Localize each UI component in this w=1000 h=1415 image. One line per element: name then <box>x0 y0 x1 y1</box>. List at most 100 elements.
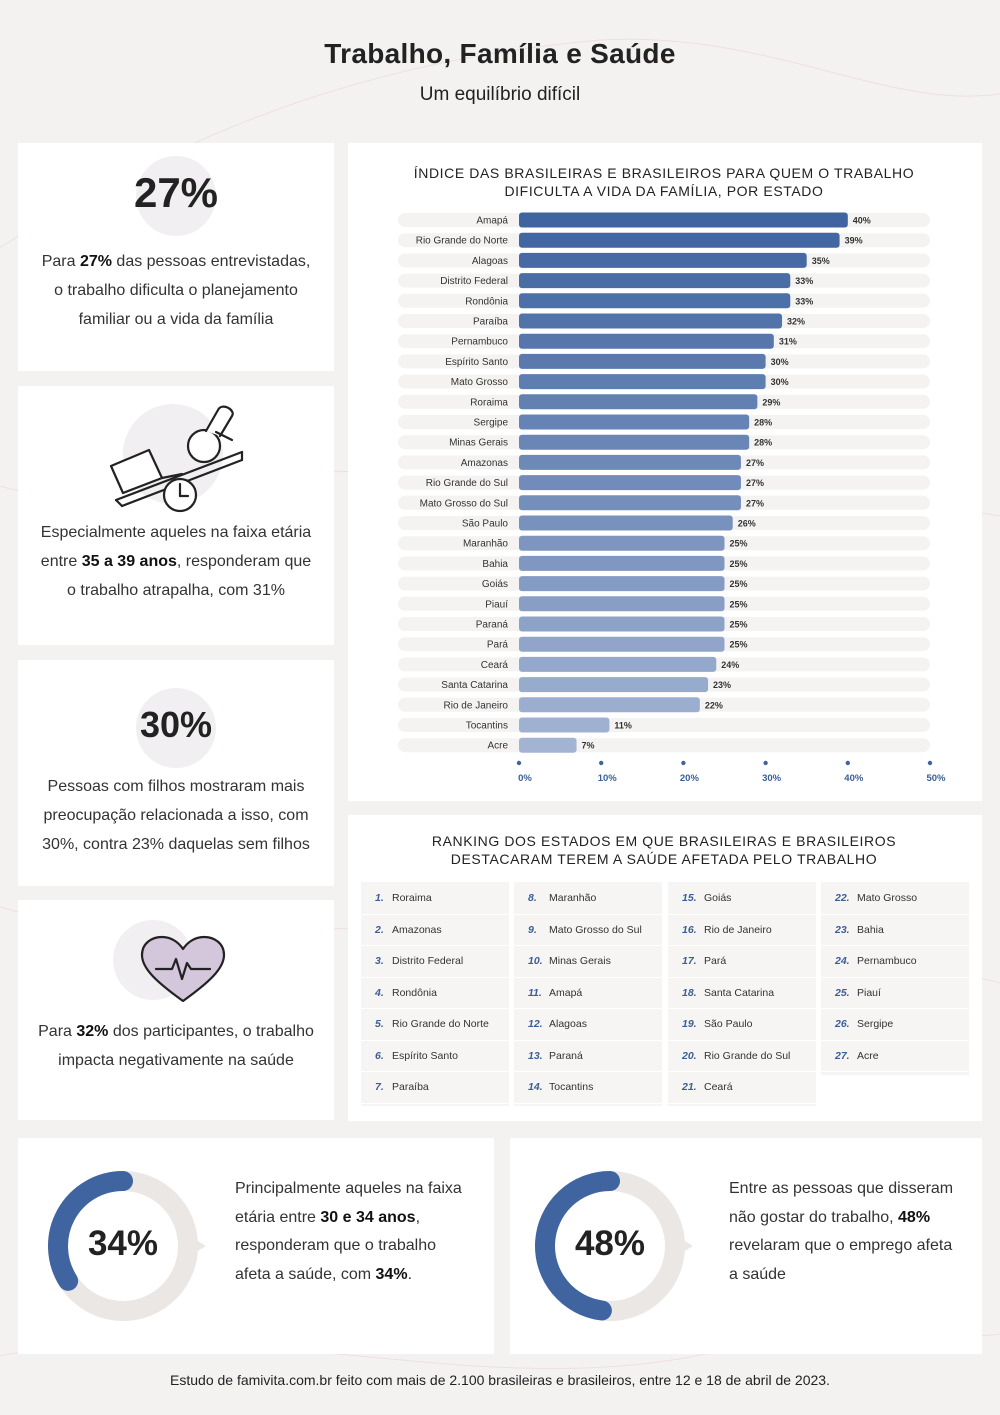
bar-category-label: Mato Grosso do Sul <box>420 498 508 509</box>
bar <box>519 252 807 268</box>
donut-text-mid: , responderam que o trabalho afeta a saú… <box>235 1208 437 1283</box>
ranking-item: 17. Pará <box>668 946 816 978</box>
donut-card-34: 34% Principalmente aqueles na faixa etár… <box>18 1138 494 1354</box>
x-tick-label: 0% <box>518 773 532 784</box>
bar-row: Bahia 25% <box>398 555 930 571</box>
bar-category-label: Minas Gerais <box>449 438 508 449</box>
ranking-state: Rio de Janeiro <box>704 923 772 936</box>
ranking-state: Distrito Federal <box>392 955 464 968</box>
bar-value-label: 32% <box>787 317 805 327</box>
stat-text-post: dos participantes, o trabalho impacta ne… <box>58 1023 314 1069</box>
bar-value-label: 26% <box>738 519 756 529</box>
bar-category-label: Goiás <box>482 579 508 590</box>
bar <box>519 636 725 652</box>
ranking-position: 9. <box>528 923 537 936</box>
work-balance-icon <box>109 405 244 513</box>
bar <box>519 495 741 511</box>
donut-chart-34 <box>48 1171 206 1321</box>
bar-value-label: 31% <box>779 337 797 347</box>
bar-value-label: 23% <box>713 680 731 690</box>
bar <box>519 677 709 693</box>
ranking-item: 18. Santa Catarina <box>668 978 816 1009</box>
ranking-position: 21. <box>682 1081 697 1094</box>
ranking-item: 13. Paraná <box>514 1041 662 1072</box>
donut-text-post: revelaram que o emprego afeta a saúde <box>729 1237 953 1283</box>
page-title: Trabalho, Família e Saúde <box>324 38 676 69</box>
ranking-item: 3. Distrito Federal <box>361 946 509 978</box>
stat-text-post: , responderam que o trabalho atrapalha, … <box>67 553 312 599</box>
ranking-item: 23. Bahia <box>821 915 969 946</box>
bar-row: Roraima 29% <box>398 394 930 410</box>
stat-card-age: Especialmente aqueles na faixa etária en… <box>18 386 334 645</box>
bar-track <box>398 738 930 753</box>
bar-row: Amapá 40% <box>398 212 930 228</box>
bar-value-label: 29% <box>762 397 780 407</box>
donut-text-pre: Entre as pessoas que disseram não gostar… <box>729 1180 954 1226</box>
bar <box>519 434 750 450</box>
ranking-column: 8. Maranhão 9. Mato Grosso do Sul 10. Minas G… <box>514 882 662 1106</box>
x-tick-dot <box>516 760 522 766</box>
bar <box>519 737 577 753</box>
ranking-position: 1. <box>375 892 384 905</box>
bar-value-label: 7% <box>582 741 595 751</box>
ranking-state: Sergipe <box>857 1018 894 1031</box>
ranking-state: Roraima <box>392 892 432 905</box>
bar <box>519 555 725 571</box>
ranking-state: Goiás <box>704 892 732 905</box>
ranking-position: 10. <box>528 955 543 968</box>
stat-text-post: das pessoas entrevistadas, o trabalho di… <box>54 253 311 328</box>
bar-value-label: 40% <box>853 216 871 226</box>
bar <box>519 576 725 592</box>
bar-value-label: 28% <box>754 438 772 448</box>
bar-value-label: 27% <box>746 478 764 488</box>
bar-row: Pará 25% <box>398 636 930 652</box>
donut-arc <box>535 1171 620 1321</box>
ranking-state: Maranhão <box>549 892 597 905</box>
bar <box>519 697 700 713</box>
bar-category-label: Ceará <box>481 660 509 671</box>
bar-category-label: Tocantins <box>466 721 508 732</box>
stat-text-bold: 35 a 39 anos <box>81 553 177 570</box>
x-tick-label: 20% <box>680 773 700 784</box>
ranking-item: 27. Acre <box>821 1041 969 1072</box>
bar-value-label: 22% <box>705 700 723 710</box>
stat-text-pre: Especialmente aqueles na faixa etária en… <box>40 524 312 570</box>
bar-category-label: Pará <box>487 640 509 651</box>
bar <box>519 313 783 329</box>
bar-row: Minas Gerais 28% <box>398 434 930 450</box>
ranking-position: 13. <box>528 1049 543 1062</box>
ranking-position: 11. <box>528 986 542 999</box>
ranking-position: 6. <box>375 1049 384 1062</box>
bar <box>519 414 750 430</box>
bar <box>519 535 725 551</box>
donut-text-post: . <box>407 1265 413 1283</box>
ranking-state: Santa Catarina <box>704 986 775 999</box>
donut-pointer <box>683 1240 693 1252</box>
bar-value-label: 25% <box>730 579 748 589</box>
donut-text-bold2: 34% <box>375 1265 408 1283</box>
bar-category-label: São Paulo <box>462 519 509 530</box>
ranking-position: 14. <box>528 1081 543 1094</box>
ranking-item: 9. Mato Grosso do Sul <box>514 915 662 946</box>
bar <box>519 374 766 390</box>
bar-row: Alagoas 35% <box>398 252 930 268</box>
ranking-state: Pernambuco <box>857 955 917 968</box>
stat-description: Para 27% das pessoas entrevistadas, o tr… <box>36 247 316 334</box>
ranking-position: 25. <box>835 986 850 999</box>
ranking-item: 2. Amazonas <box>361 915 509 946</box>
bar-category-label: Rio de Janeiro <box>444 700 509 711</box>
ranking-state: São Paulo <box>704 1018 753 1031</box>
ranking-item: 22. Mato Grosso <box>821 883 969 915</box>
donut-card-48: 48% Entre as pessoas que disseram não go… <box>510 1138 982 1354</box>
bar <box>519 515 733 531</box>
bar-category-label: Roraima <box>470 397 508 408</box>
bar-row: Distrito Federal 33% <box>398 273 930 289</box>
ranking-grid: 1. Roraima 2. Amazonas 3. Distrito Federal 4. R… <box>361 882 969 1106</box>
bar-value-label: 25% <box>730 559 748 569</box>
ranking-position: 7. <box>375 1081 384 1094</box>
stat-card-27: 27% Para 27% das pessoas entrevistadas, … <box>18 143 334 371</box>
bar-value-label: 35% <box>812 256 830 266</box>
ranking-state: Mato Grosso do Sul <box>549 923 642 936</box>
x-tick-dot <box>845 760 850 766</box>
bar-row: Sergipe 28% <box>398 414 930 430</box>
